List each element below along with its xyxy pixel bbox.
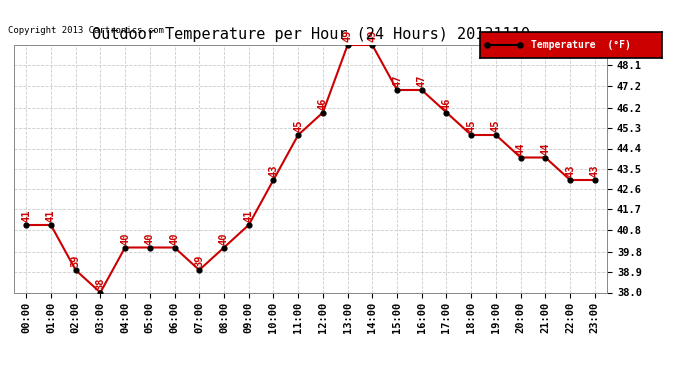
Point	[194, 267, 205, 273]
Text: 47: 47	[392, 75, 402, 87]
Point	[342, 42, 353, 48]
Point	[119, 244, 130, 250]
Point	[293, 132, 304, 138]
Text: 40: 40	[120, 232, 130, 245]
Text: 46: 46	[442, 97, 451, 110]
Text: 40: 40	[219, 232, 229, 245]
Text: 41: 41	[21, 210, 31, 222]
Point	[482, 42, 493, 48]
Text: 47: 47	[417, 75, 426, 87]
Text: 44: 44	[515, 142, 526, 155]
Text: 43: 43	[268, 165, 278, 177]
Text: 45: 45	[491, 120, 501, 132]
Point	[70, 267, 81, 273]
Point	[589, 177, 600, 183]
Text: 45: 45	[466, 120, 476, 132]
Text: Temperature  (°F): Temperature (°F)	[531, 40, 631, 50]
Text: 40: 40	[170, 232, 179, 245]
Text: 41: 41	[46, 210, 56, 222]
Point	[367, 42, 378, 48]
Text: 43: 43	[565, 165, 575, 177]
Point	[268, 177, 279, 183]
Point	[46, 222, 57, 228]
Point	[466, 132, 477, 138]
Text: 41: 41	[244, 210, 254, 222]
Text: 44: 44	[540, 142, 551, 155]
Text: 45: 45	[293, 120, 303, 132]
Point	[514, 42, 525, 48]
Point	[21, 222, 32, 228]
Text: 38: 38	[95, 277, 106, 290]
Text: Copyright 2013 Cartronics.com: Copyright 2013 Cartronics.com	[8, 26, 164, 35]
Point	[416, 87, 427, 93]
Text: 40: 40	[145, 232, 155, 245]
Text: 39: 39	[70, 255, 81, 267]
Text: 43: 43	[590, 165, 600, 177]
Point	[391, 87, 402, 93]
Text: 39: 39	[195, 255, 204, 267]
Point	[515, 154, 526, 160]
Point	[169, 244, 180, 250]
Point	[491, 132, 502, 138]
Title: Outdoor Temperature per Hour (24 Hours) 20131110: Outdoor Temperature per Hour (24 Hours) …	[92, 27, 529, 42]
Text: 49: 49	[367, 30, 377, 42]
Point	[95, 290, 106, 296]
Point	[219, 244, 230, 250]
Point	[540, 154, 551, 160]
Point	[144, 244, 155, 250]
Point	[441, 110, 452, 116]
Text: 46: 46	[318, 97, 328, 110]
Point	[243, 222, 254, 228]
Point	[564, 177, 575, 183]
Text: 49: 49	[343, 30, 353, 42]
Point	[317, 110, 328, 116]
